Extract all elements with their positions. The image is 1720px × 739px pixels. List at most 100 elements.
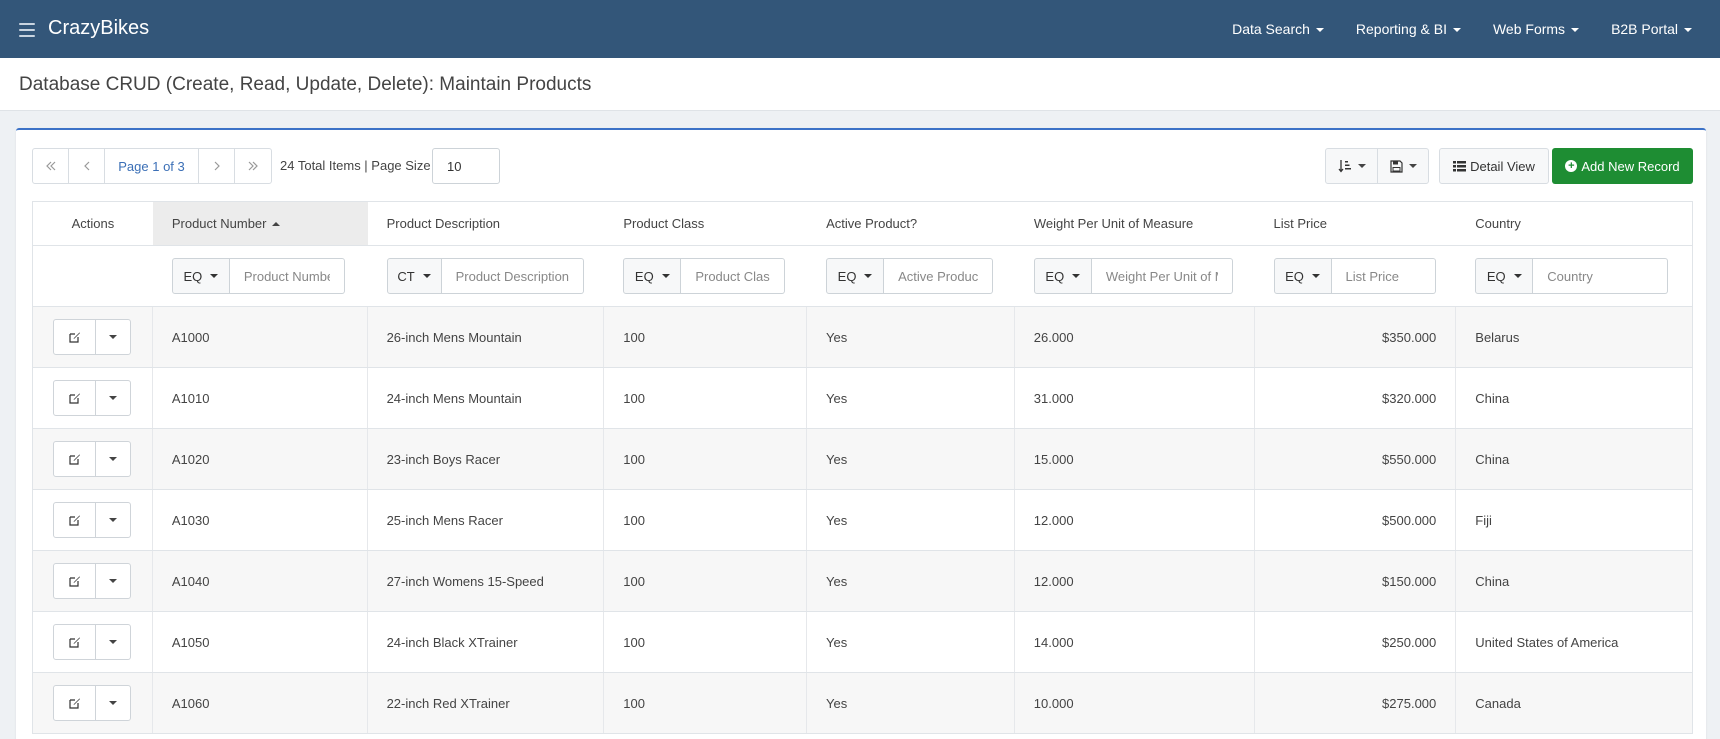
row-menu-button[interactable] bbox=[96, 503, 130, 537]
row-menu-button[interactable] bbox=[96, 625, 130, 659]
row-actions bbox=[53, 441, 132, 477]
edit-record-button[interactable] bbox=[54, 442, 97, 476]
caret-down-icon bbox=[1452, 28, 1461, 33]
grid-filter-row: EQ CT EQ EQ EQ EQ EQ bbox=[33, 246, 1692, 307]
table-row[interactable]: A1040 27-inch Womens 15-Speed 100 Yes 12.000… bbox=[33, 551, 1692, 612]
row-menu-button[interactable] bbox=[96, 686, 130, 720]
weight-cell: 12.000 bbox=[1015, 551, 1255, 611]
hamburger-menu-icon[interactable] bbox=[19, 23, 35, 37]
column-header-country[interactable]: Country bbox=[1475, 216, 1521, 231]
caret-down-icon bbox=[1311, 274, 1320, 278]
table-row[interactable]: A1060 22-inch Red XTrainer 100 Yes 10.000 $27… bbox=[33, 673, 1692, 734]
sort-order-button[interactable] bbox=[1326, 149, 1377, 183]
column-header-product-class[interactable]: Product Class bbox=[623, 216, 705, 231]
filter-operator-button[interactable]: EQ bbox=[1475, 258, 1534, 294]
row-menu-button[interactable] bbox=[96, 320, 130, 354]
edit-record-button[interactable] bbox=[54, 686, 97, 720]
caret-down-icon bbox=[109, 396, 118, 400]
detail-view-button[interactable]: Detail View bbox=[1439, 148, 1549, 184]
table-row[interactable]: A1050 24-inch Black XTrainer 100 Yes 14.000 $… bbox=[33, 612, 1692, 673]
first-page-button[interactable] bbox=[33, 149, 69, 183]
edit-icon bbox=[69, 454, 80, 465]
filter-operator-button[interactable]: EQ bbox=[1273, 258, 1332, 294]
table-row[interactable]: A1010 24-inch Mens Mountain 100 Yes 31.000 $3… bbox=[33, 368, 1692, 429]
current-page-label[interactable]: Page 1 of 3 bbox=[105, 149, 199, 183]
grid-body: A1000 26-inch Mens Mountain 100 Yes 26.000 $3… bbox=[33, 307, 1692, 734]
country-cell: China bbox=[1475, 451, 1510, 467]
edit-record-button[interactable] bbox=[54, 381, 97, 415]
edit-record-button[interactable] bbox=[54, 503, 97, 537]
caret-down-icon bbox=[1408, 164, 1417, 168]
table-row[interactable]: A1030 25-inch Mens Racer 100 Yes 12.000 $500.… bbox=[33, 490, 1692, 551]
filter-list-price: EQ bbox=[1273, 258, 1436, 294]
column-header-product-description[interactable]: Product Description bbox=[386, 216, 501, 231]
caret-down-icon bbox=[864, 274, 873, 278]
page-size-input[interactable] bbox=[432, 148, 500, 184]
filter-operator-button[interactable]: EQ bbox=[171, 258, 230, 294]
add-new-record-button[interactable]: + Add New Record bbox=[1552, 148, 1693, 184]
column-header-weight[interactable]: Weight Per Unit of Measure bbox=[1033, 216, 1194, 231]
caret-down-icon bbox=[109, 701, 118, 705]
product-class-cell: 100 bbox=[604, 490, 808, 550]
filter-weight-input[interactable] bbox=[1091, 258, 1233, 294]
prev-page-button[interactable] bbox=[69, 149, 105, 183]
next-page-button[interactable] bbox=[199, 149, 235, 183]
brand-logo[interactable]: CrazyBikes bbox=[48, 17, 150, 39]
filter-product-number: EQ bbox=[171, 258, 345, 294]
products-grid: Actions Product Number Product Descripti… bbox=[32, 201, 1693, 734]
edit-record-button[interactable] bbox=[54, 320, 97, 354]
nav-web-forms[interactable]: Web Forms bbox=[1493, 21, 1580, 37]
column-header-active-product[interactable]: Active Product? bbox=[826, 216, 918, 231]
edit-record-button[interactable] bbox=[54, 625, 97, 659]
product-class-cell: 100 bbox=[604, 307, 808, 367]
filter-country-input[interactable] bbox=[1533, 258, 1669, 294]
caret-down-icon bbox=[1684, 28, 1692, 33]
row-menu-button[interactable] bbox=[96, 564, 130, 598]
caret-down-icon bbox=[661, 274, 670, 278]
last-page-button[interactable] bbox=[235, 149, 271, 183]
row-actions-cell bbox=[33, 673, 153, 733]
filter-operator-button[interactable]: EQ bbox=[826, 258, 885, 294]
country-cell: China bbox=[1475, 390, 1510, 406]
product-class-cell: 100 bbox=[604, 429, 808, 489]
row-actions-cell bbox=[33, 490, 153, 550]
weight-cell: 26.000 bbox=[1015, 307, 1255, 367]
caret-down-icon bbox=[210, 274, 219, 278]
product-description-cell: 24-inch Mens Mountain bbox=[368, 368, 605, 428]
product-number-cell: A1000 bbox=[153, 307, 368, 367]
product-class-cell: 100 bbox=[604, 673, 808, 733]
row-actions-cell bbox=[33, 307, 153, 367]
nav-reporting-bi[interactable]: Reporting & BI bbox=[1356, 21, 1461, 37]
filter-product-description: CT bbox=[386, 258, 584, 294]
row-actions bbox=[53, 563, 132, 599]
table-row[interactable]: A1020 23-inch Boys Racer 100 Yes 15.000 $550.… bbox=[33, 429, 1692, 490]
filter-product-class-input[interactable] bbox=[681, 258, 786, 294]
row-menu-button[interactable] bbox=[96, 442, 130, 476]
filter-product-description-input[interactable] bbox=[441, 258, 584, 294]
nav-b2b-portal[interactable]: B2B Portal bbox=[1611, 21, 1692, 37]
list-price-cell: $550.000 bbox=[1255, 429, 1457, 489]
active-product-cell: Yes bbox=[807, 368, 1015, 428]
edit-icon bbox=[69, 393, 80, 404]
active-product-cell: Yes bbox=[807, 673, 1015, 733]
column-header-product-number[interactable]: Product Number bbox=[152, 202, 368, 245]
edit-icon bbox=[69, 698, 80, 709]
weight-cell: 12.000 bbox=[1015, 490, 1255, 550]
nav-data-search[interactable]: Data Search bbox=[1232, 21, 1324, 37]
filter-operator-button[interactable]: EQ bbox=[1033, 258, 1092, 294]
row-menu-button[interactable] bbox=[96, 381, 130, 415]
filter-operator-button[interactable]: EQ bbox=[623, 258, 682, 294]
filter-active-product-input[interactable] bbox=[884, 258, 994, 294]
table-row[interactable]: A1000 26-inch Mens Mountain 100 Yes 26.000 $3… bbox=[33, 307, 1692, 368]
caret-down-icon bbox=[109, 579, 118, 583]
save-export-button[interactable] bbox=[1377, 149, 1428, 183]
column-header-list-price[interactable]: List Price bbox=[1273, 216, 1327, 231]
filter-product-class: EQ bbox=[623, 258, 786, 294]
edit-record-button[interactable] bbox=[54, 564, 97, 598]
filter-list-price-input[interactable] bbox=[1331, 258, 1436, 294]
list-price-cell: $275.000 bbox=[1255, 673, 1457, 733]
filter-product-number-input[interactable] bbox=[229, 258, 345, 294]
page-title: Database CRUD (Create, Read, Update, Del… bbox=[19, 74, 592, 95]
product-description-cell: 23-inch Boys Racer bbox=[368, 429, 605, 489]
filter-operator-button[interactable]: CT bbox=[386, 258, 442, 294]
